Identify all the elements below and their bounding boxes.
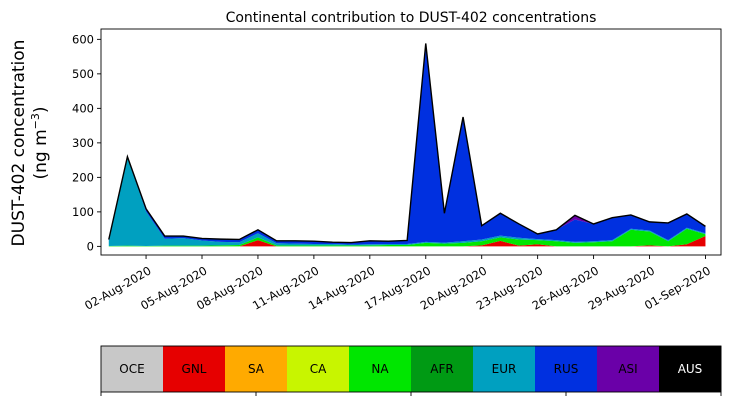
series-area-gnl — [108, 236, 706, 247]
legend-label-ca: CA — [310, 362, 327, 376]
y-tick-label: 100 — [72, 205, 94, 219]
legend-label-sa: SA — [248, 362, 265, 376]
y-tick-label: 0 — [87, 239, 94, 253]
legend-swatch-eur — [473, 346, 536, 392]
y-tick-label: 300 — [72, 136, 94, 150]
total-line — [108, 43, 706, 244]
legend-swatch-asi — [597, 346, 660, 392]
legend-swatch-rus — [535, 346, 598, 392]
legend-swatch-oce — [101, 346, 164, 392]
y-tick-label: 400 — [72, 101, 94, 115]
legend-swatch-aus — [659, 346, 722, 392]
y-tick-label: 200 — [72, 170, 94, 184]
plot-area — [108, 43, 706, 247]
y-axis-label: DUST-402 concentration (ng m−3) — [9, 40, 51, 247]
legend-swatch-sa — [225, 346, 288, 392]
legend-swatch-na — [349, 346, 412, 392]
legend-label-na: NA — [371, 362, 389, 376]
axes: 010020030040050060002-Aug-202005-Aug-202… — [72, 28, 722, 313]
series-area-rus — [108, 43, 706, 245]
legend-swatch-afr — [411, 346, 474, 392]
y-axis-label-line2: (ng m−3) — [29, 106, 51, 179]
legend-label-afr: AFR — [430, 362, 453, 376]
legend-label-eur: EUR — [492, 362, 517, 376]
y-tick-label: 600 — [72, 32, 94, 46]
series-area-asi — [108, 43, 706, 243]
y-axis-label-close: ) — [31, 106, 51, 113]
y-axis-label-unit: (ng m — [31, 129, 51, 179]
series-area-na — [108, 228, 706, 247]
chart-title: Continental contribution to DUST-402 con… — [226, 10, 597, 26]
y-axis-label-exponent: −3 — [29, 113, 42, 129]
legend-label-oce: OCE — [119, 362, 144, 376]
y-axis-label-line1: DUST-402 concentration — [9, 40, 29, 247]
y-tick-label: 500 — [72, 67, 94, 81]
plot-frame — [100, 28, 722, 256]
legend-label-asi: ASI — [618, 362, 637, 376]
legend-label-aus: AUS — [678, 362, 703, 376]
legend-swatch-gnl — [163, 346, 226, 392]
legend-label-rus: RUS — [554, 362, 579, 376]
legend: OCE GNL SA CA NA AFR EUR RUS ASI AUS — [100, 345, 722, 396]
legend-swatch-ca — [287, 346, 350, 392]
legend-label-gnl: GNL — [182, 362, 207, 376]
